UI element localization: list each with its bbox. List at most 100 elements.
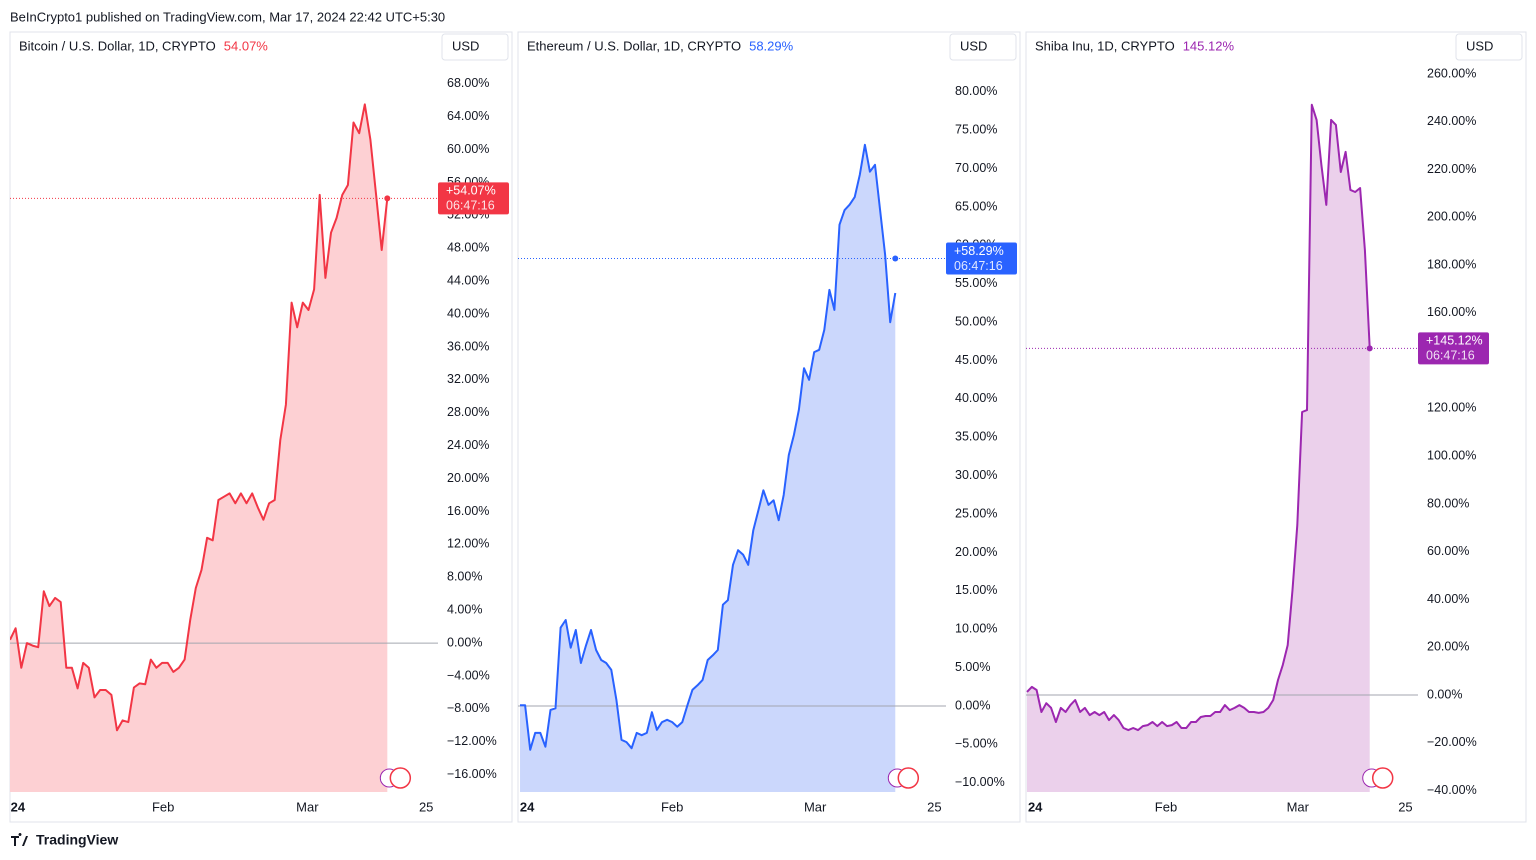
plot [10,103,438,792]
y-tick-label: 20.00% [447,471,489,485]
y-tick-label: 30.00% [955,468,997,482]
y-tick-label: −40.00% [1427,783,1477,797]
chart-title: Bitcoin / U.S. Dollar, 1D, CRYPTO [19,38,216,53]
y-tick-label: 40.00% [1427,592,1469,606]
y-tick-label: 180.00% [1427,257,1476,271]
area [1026,104,1370,792]
currency-box [1455,33,1523,61]
footer-logo [11,833,28,846]
y-tick-label: −10.00% [955,775,1005,789]
change-label: 54.07% [224,38,269,53]
x-tick-label: Feb [152,799,174,814]
y-tick-label: 28.00% [447,405,489,419]
x-tick-label: Feb [1155,799,1177,814]
chart-title: Shiba Inu, 1D, CRYPTO [1035,38,1175,53]
y-tick-label: −12.00% [447,734,497,748]
x-tick-label: 25 [927,799,941,814]
y-tick-label: −20.00% [1427,735,1477,749]
line [1026,103,1371,732]
y-tick-label: −8.00% [447,701,490,715]
price-tag [1418,332,1489,365]
y-tick-label: 60.00% [447,142,489,156]
x-tick-label: Feb [661,799,683,814]
change-label: 145.12% [1183,38,1235,53]
y-tick-label: 0.00% [955,698,990,712]
countdown: 06:47:16 [1426,349,1475,363]
countdown: 06:47:16 [446,199,495,213]
area [10,104,388,792]
icon [389,767,412,789]
area [520,144,896,792]
y-tick-label: 25.00% [955,506,997,520]
x-tick-label: 24 [1028,799,1043,814]
change-dot [1366,345,1373,352]
y-tick-label: 100.00% [1427,448,1476,462]
y-tick-label: 64.00% [447,109,489,123]
y-tick-label: 80.00% [1427,496,1469,510]
y-tick-label: 48.00% [447,241,489,255]
y-tick-label: 40.00% [955,391,997,405]
x-tick-label: Mar [1287,799,1310,814]
header: BeInCrypto1 published on TradingView.com… [10,9,445,24]
y-tick-label: 200.00% [1427,210,1476,224]
y-tick-label: 5.00% [955,660,990,674]
y-tick-label: 0.00% [447,635,482,649]
y-tick-label: 8.00% [447,570,482,584]
y-tick-label: 35.00% [955,430,997,444]
line [520,143,897,751]
y-tick-label: 12.00% [447,537,489,551]
x-tick-label: Mar [296,799,319,814]
icon [1371,767,1394,789]
y-tick-label: 0.00% [1427,687,1462,701]
panel [517,31,1021,823]
x-tick-label: 24 [11,799,26,814]
y-tick-label: 55.00% [955,276,997,290]
y-tick-label: 10.00% [955,622,997,636]
x-tick-label: 25 [1398,799,1412,814]
currency-box [441,33,509,61]
y-tick-label: 80.00% [955,84,997,98]
y-tick-label: 16.00% [447,504,489,518]
currency: USD [960,38,987,53]
price-label: +58.29% [954,244,1004,258]
y-tick-label: 60.00% [1427,544,1469,558]
y-tick-label: 32.00% [447,372,489,386]
y-tick-label: 20.00% [955,545,997,559]
y-tick-label: 36.00% [447,339,489,353]
y-tick-label: 50.00% [955,314,997,328]
y-tick-label: −5.00% [955,737,998,751]
y-tick-label: 44.00% [447,274,489,288]
chart-title: Ethereum / U.S. Dollar, 1D, CRYPTO [527,38,741,53]
currency: USD [452,38,479,53]
x-tick-label: 25 [419,799,433,814]
y-tick-label: 4.00% [447,603,482,617]
y-tick-label: 160.00% [1427,305,1476,319]
x-tick-label: Mar [804,799,827,814]
price-label: +145.12% [1426,334,1483,348]
y-tick-label: 75.00% [955,123,997,137]
y-tick-label: 45.00% [955,353,997,367]
countdown: 06:47:16 [954,259,1003,273]
line [10,103,389,732]
price-tag [438,182,509,215]
plot [1026,103,1418,792]
currency: USD [1466,38,1493,53]
y-tick-label: 20.00% [1427,640,1469,654]
price-label: +54.07% [446,184,496,198]
icon [897,767,920,789]
panel [9,31,513,823]
y-tick-label: 65.00% [955,199,997,213]
change-dot [892,255,899,262]
plot [518,143,946,792]
y-tick-label: 260.00% [1427,66,1476,80]
y-tick-label: 24.00% [447,438,489,452]
x-tick-label: 24 [520,799,535,814]
y-tick-label: −4.00% [447,668,490,682]
y-tick-label: 40.00% [447,306,489,320]
y-tick-label: −16.00% [447,767,497,781]
price-tag [946,242,1017,275]
change-dot [384,195,391,202]
currency-box [949,33,1017,61]
y-tick-label: 70.00% [955,161,997,175]
